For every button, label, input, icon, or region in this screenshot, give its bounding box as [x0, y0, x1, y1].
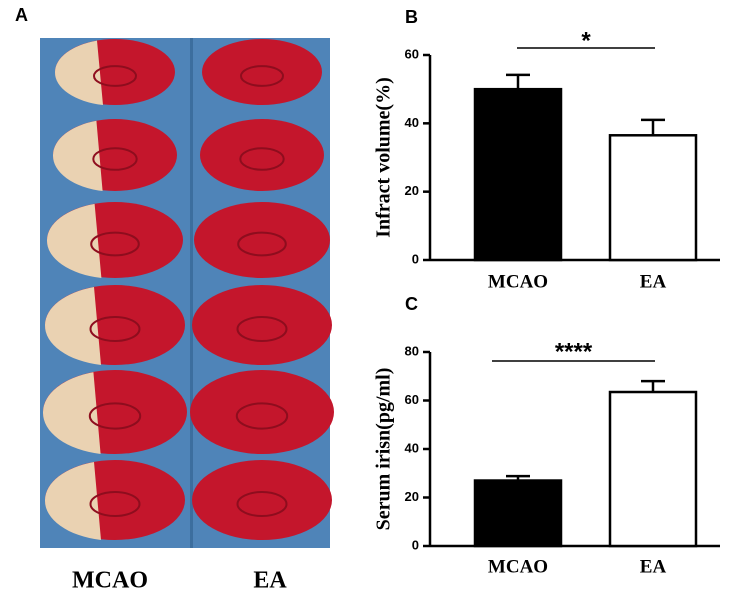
y-axis-label: Serum irisn(pg/ml) — [373, 368, 395, 531]
slice-highlight — [235, 402, 289, 430]
y-tick-label: 20 — [405, 489, 419, 504]
y-tick-label: 60 — [405, 46, 419, 61]
brain-slice — [192, 285, 332, 365]
slice-highlight — [236, 316, 288, 342]
y-axis-label: Infract volume(%) — [373, 77, 395, 238]
slice-highlight — [93, 65, 137, 87]
x-tick-label: MCAO — [488, 271, 548, 292]
slice-highlight — [239, 147, 285, 171]
column-label: EA — [253, 568, 287, 593]
y-tick-label: 0 — [412, 251, 419, 266]
slice-highlight — [90, 231, 140, 257]
column-label: MCAO — [72, 568, 148, 593]
infarct-area — [54, 40, 103, 105]
x-tick-label: EA — [640, 271, 667, 292]
slice-highlight — [240, 65, 284, 87]
bar — [473, 479, 563, 548]
slice-highlight — [89, 316, 141, 342]
panel-label: A — [15, 5, 28, 25]
brain-slice — [194, 202, 330, 278]
bar — [608, 390, 698, 548]
y-tick-label: 80 — [405, 343, 419, 358]
significance-label: **** — [555, 338, 593, 365]
y-tick-label: 60 — [405, 392, 419, 407]
infarct-area — [46, 203, 102, 278]
tissue-photo — [40, 38, 334, 548]
slice-highlight — [236, 491, 288, 517]
y-tick-label: 0 — [412, 537, 419, 552]
brain-slice — [202, 39, 322, 105]
panel-label: B — [405, 7, 418, 27]
slice-highlight — [92, 147, 138, 171]
infarct-area — [44, 462, 101, 540]
x-tick-label: EA — [640, 556, 667, 577]
brain-slice — [190, 370, 334, 454]
infarct-area — [52, 120, 103, 191]
infarct-area — [44, 287, 101, 365]
infarct-area — [42, 372, 101, 454]
y-tick-label: 20 — [405, 183, 419, 198]
bar — [608, 134, 698, 262]
y-tick-label: 40 — [405, 115, 419, 130]
brain-slice — [192, 460, 332, 540]
y-tick-label: 40 — [405, 440, 419, 455]
bar — [473, 87, 563, 262]
slice-highlight — [237, 231, 287, 257]
brain-slice — [200, 119, 324, 191]
significance-label: * — [581, 27, 591, 54]
slice-highlight — [89, 491, 141, 517]
slice-highlight — [88, 402, 142, 430]
x-tick-label: MCAO — [488, 556, 548, 577]
panel-label: C — [405, 294, 418, 314]
